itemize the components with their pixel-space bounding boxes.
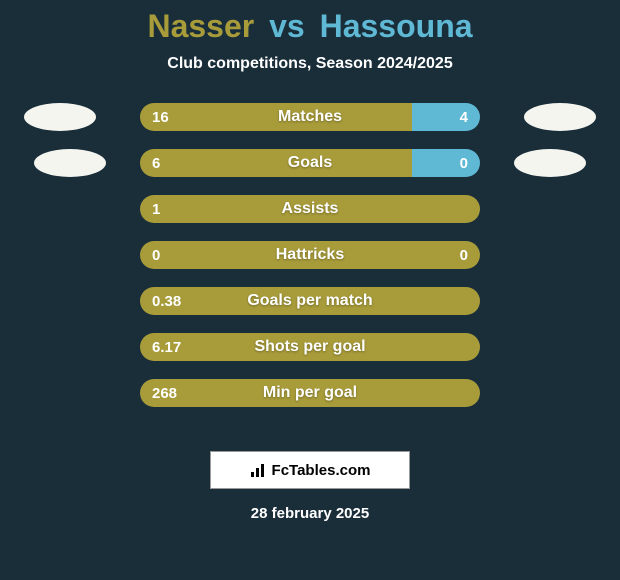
stat-value-right: 0	[448, 149, 480, 177]
stat-value-left: 0	[140, 241, 172, 269]
logo-text: FcTables.com	[272, 462, 371, 479]
bars-container: Matches164Goals60Assists1Hattricks00Goal…	[140, 103, 480, 425]
chart-icon	[250, 462, 266, 478]
stat-value-left: 0.38	[140, 287, 193, 315]
stat-value-left: 6	[140, 149, 172, 177]
vs-text: vs	[269, 8, 305, 44]
stat-row: Goals per match0.38	[140, 287, 480, 315]
player1-badge2-icon	[34, 149, 106, 177]
stat-value-left: 16	[140, 103, 181, 131]
stat-row: Shots per goal6.17	[140, 333, 480, 361]
stat-label: Min per goal	[140, 379, 480, 407]
footer-date: 28 february 2025	[0, 505, 620, 522]
fctables-logo: FcTables.com	[210, 451, 410, 489]
stat-row: Goals6 0	[140, 149, 480, 177]
comparison-chart: Matches164Goals60Assists1Hattricks00Goal…	[0, 103, 620, 423]
stat-value-left: 1	[140, 195, 172, 223]
player2-name: Hassouna	[320, 8, 473, 44]
stat-row: Hattricks0 0	[140, 241, 480, 269]
player1-name: Nasser	[147, 8, 254, 44]
stat-row: Min per goal268	[140, 379, 480, 407]
stat-value-left: 6.17	[140, 333, 193, 361]
player2-badge2-icon	[514, 149, 586, 177]
stat-label: Hattricks	[140, 241, 480, 269]
stat-label: Assists	[140, 195, 480, 223]
stat-value-right: 4	[448, 103, 480, 131]
stat-label: Matches	[140, 103, 480, 131]
stat-label: Goals	[140, 149, 480, 177]
stat-row: Assists1	[140, 195, 480, 223]
comparison-title: Nasser vs Hassouna	[0, 0, 620, 45]
stat-value-left: 268	[140, 379, 189, 407]
stat-value-right: 0	[448, 241, 480, 269]
subtitle: Club competitions, Season 2024/2025	[0, 55, 620, 73]
stat-row: Matches16 4	[140, 103, 480, 131]
player2-badge-icon	[524, 103, 596, 131]
player1-badge-icon	[24, 103, 96, 131]
